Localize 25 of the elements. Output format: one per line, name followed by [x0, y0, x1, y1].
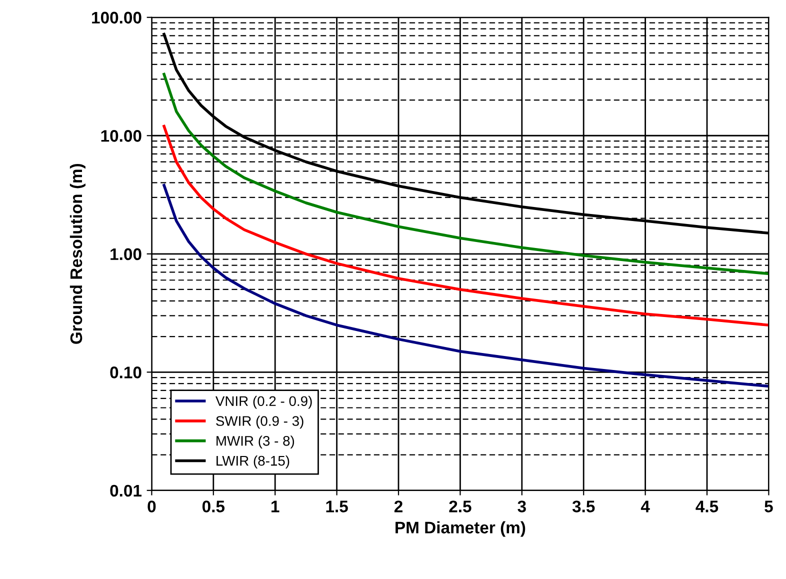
line-series	[162, 124, 769, 326]
legend-label: LWIR (8-15)	[216, 456, 290, 468]
x-tick-label: 1	[272, 500, 280, 512]
y-tick-label: 10.00	[101, 130, 142, 142]
x-tick-label: 0.5	[202, 500, 225, 512]
line-series	[162, 72, 769, 276]
x-tick-label: 2.5	[449, 500, 472, 512]
x-axis-title: PM Diameter (m)	[396, 521, 526, 537]
y-tick-label: 1.00	[110, 248, 142, 260]
y-tick-label: 100.00	[92, 12, 142, 24]
line-series	[162, 184, 769, 388]
x-tick-label: 5	[764, 500, 773, 512]
x-tick-label: 4.5	[696, 500, 718, 512]
x-tick-label: 3	[518, 500, 526, 512]
y-tick-label: 0.10	[110, 366, 142, 378]
x-tick-label: 1.5	[326, 500, 348, 512]
legend-label: VNIR (0.2 - 0.9)	[215, 396, 312, 409]
x-tick-label: 4	[640, 500, 650, 512]
x-tick-label: 0	[148, 500, 156, 512]
x-tick-label: 3.5	[572, 500, 595, 512]
legend-label: SWIR (0.9 - 3)	[216, 416, 304, 429]
legend-label: MWIR (3 - 8)	[216, 436, 294, 449]
y-tick-label: 0.01	[110, 484, 142, 497]
y-axis-title: Ground Resolution (m)	[70, 164, 86, 344]
x-tick-label: 2	[394, 500, 402, 512]
